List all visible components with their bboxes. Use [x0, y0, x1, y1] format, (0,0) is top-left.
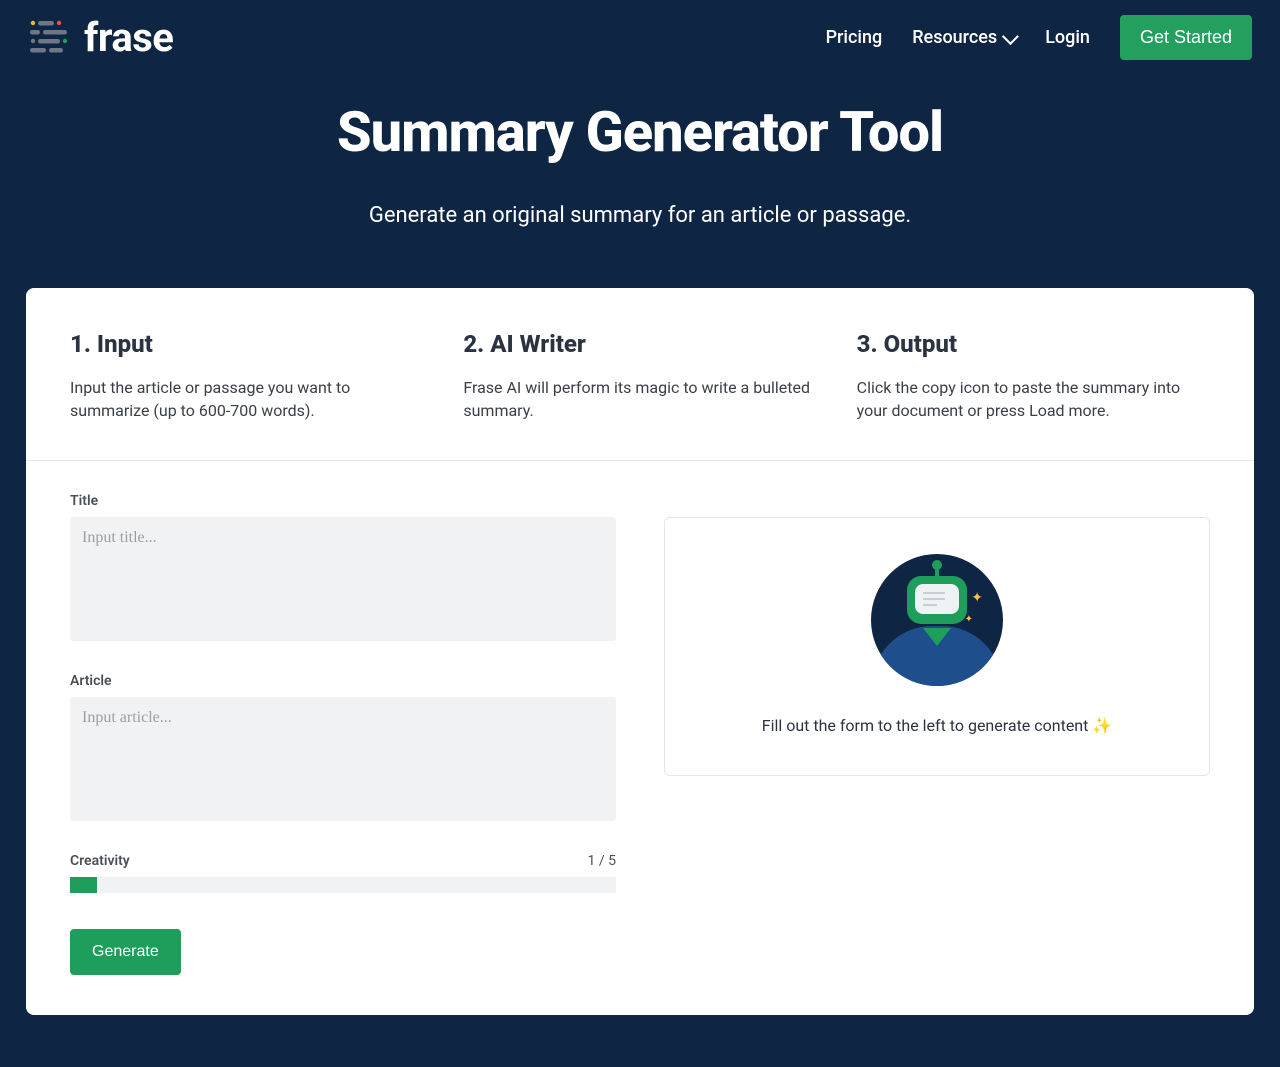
- title-input[interactable]: [70, 517, 616, 641]
- step-output: 3. Output Click the copy icon to paste t…: [857, 330, 1210, 422]
- nav-login[interactable]: Login: [1045, 27, 1090, 48]
- nav-resources-label: Resources: [912, 27, 997, 48]
- step-desc: Click the copy icon to paste the summary…: [857, 376, 1210, 422]
- creativity-slider-fill: [70, 877, 97, 893]
- form-column: Title Article Creativity 1 / 5 Generate: [70, 493, 616, 975]
- logo-text: frase: [84, 14, 173, 61]
- page-subtitle: Generate an original summary for an arti…: [20, 203, 1260, 228]
- step-title: 3. Output: [857, 330, 1210, 358]
- article-input[interactable]: [70, 697, 616, 821]
- hero: Summary Generator Tool Generate an origi…: [0, 75, 1280, 288]
- sparkle-icon: ✦: [971, 590, 983, 606]
- body-grid: Title Article Creativity 1 / 5 Generate: [26, 461, 1254, 1015]
- logo-icon: [28, 17, 70, 59]
- title-field-block: Title: [70, 493, 616, 645]
- step-ai-writer: 2. AI Writer Frase AI will perform its m…: [463, 330, 816, 422]
- nav-login-label: Login: [1045, 27, 1090, 48]
- output-panel: ✦ ✦ Fill out the form to the left to gen…: [664, 517, 1210, 776]
- article-label: Article: [70, 673, 616, 689]
- main-card: 1. Input Input the article or passage yo…: [26, 288, 1254, 1015]
- bot-illustration: ✦ ✦: [685, 554, 1189, 686]
- article-field-block: Article: [70, 673, 616, 825]
- creativity-value: 1 / 5: [588, 853, 616, 869]
- generate-button[interactable]: Generate: [70, 929, 181, 975]
- logo[interactable]: frase: [28, 14, 173, 61]
- creativity-slider[interactable]: [70, 877, 616, 893]
- title-label: Title: [70, 493, 616, 509]
- header: frase Pricing Resources Login Get Starte…: [0, 0, 1280, 75]
- page-title: Summary Generator Tool: [20, 99, 1260, 165]
- step-desc: Frase AI will perform its magic to write…: [463, 376, 816, 422]
- step-title: 1. Input: [70, 330, 423, 358]
- get-started-button[interactable]: Get Started: [1120, 15, 1252, 60]
- nav-pricing-label: Pricing: [826, 27, 883, 48]
- creativity-field-block: Creativity 1 / 5: [70, 853, 616, 893]
- step-desc: Input the article or passage you want to…: [70, 376, 423, 422]
- nav-pricing[interactable]: Pricing: [826, 27, 883, 48]
- nav: Pricing Resources Login Get Started: [826, 15, 1252, 60]
- sparkle-icon: ✦: [965, 614, 973, 625]
- output-empty-text: Fill out the form to the left to generat…: [685, 716, 1189, 735]
- output-column: ✦ ✦ Fill out the form to the left to gen…: [664, 493, 1210, 975]
- steps-row: 1. Input Input the article or passage yo…: [26, 288, 1254, 461]
- nav-resources[interactable]: Resources: [912, 27, 1015, 48]
- step-input: 1. Input Input the article or passage yo…: [70, 330, 423, 422]
- chevron-down-icon: [1002, 28, 1019, 45]
- creativity-label: Creativity: [70, 853, 130, 869]
- step-title: 2. AI Writer: [463, 330, 816, 358]
